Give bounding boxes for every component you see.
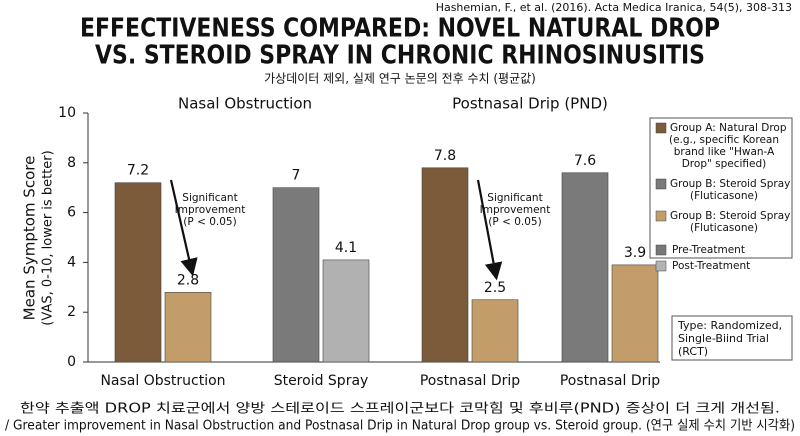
value-label: 7.2 xyxy=(127,163,149,179)
y-axis-label: (VAS, 0-10, lower is better) xyxy=(41,150,56,325)
y-tick-label: 4 xyxy=(67,254,76,270)
y-tick-label: 8 xyxy=(67,155,76,171)
study-type: Type: Randomized, xyxy=(677,319,782,332)
x-tick-label: Nasal Obstruction xyxy=(100,373,225,389)
annotation: Significant xyxy=(182,192,237,204)
legend-box xyxy=(649,117,793,259)
chart-title: VS. STEROID SPRAY IN CHRONIC RHINOSINUSI… xyxy=(95,41,705,71)
x-tick-label: Postnasal Drip xyxy=(560,373,660,389)
value-label: 2.8 xyxy=(177,272,199,288)
bar xyxy=(164,291,212,363)
x-tick-label: Postnasal Drip xyxy=(420,373,520,389)
legend-swatch xyxy=(655,178,667,190)
y-tick-label: 6 xyxy=(67,205,76,221)
x-tick-label: Steroid Spray xyxy=(274,373,369,389)
annotation: Improvement xyxy=(480,204,551,216)
y-axis-label: Mean Symptom Score xyxy=(21,156,39,321)
legend-swatch xyxy=(655,244,667,256)
y-tick-label: 10 xyxy=(58,105,76,121)
footer: 한약 추출액 DROP 치료군에서 양방 스테로이드 스프레이군보다 코막힘 및… xyxy=(20,402,780,417)
study-type: (RCT) xyxy=(678,345,708,358)
legend-label: Group B: Steroid Spray xyxy=(670,178,790,190)
annotation: Improvement xyxy=(175,204,246,216)
legend-label: Pre-Treatment xyxy=(672,244,745,256)
legend-label: brand like "Hwan-A xyxy=(674,146,775,158)
legend-label: Group B: Steroid Spray xyxy=(670,210,790,222)
annotation: (P < 0.05) xyxy=(183,216,236,228)
bar xyxy=(272,187,320,363)
value-label: 3.9 xyxy=(624,245,646,261)
footer: / Greater improvement in Nasal Obstructi… xyxy=(5,419,795,434)
citation: Hashemian, F., et al. (2016). Acta Medic… xyxy=(436,1,792,14)
annotation-arrow xyxy=(476,179,503,281)
annotation: Significant xyxy=(487,192,542,204)
legend-label: (Fluticasone) xyxy=(690,222,758,234)
legend-label: Drop" specified) xyxy=(682,158,767,170)
value-label: 2.5 xyxy=(484,280,506,296)
bar xyxy=(421,167,469,363)
legend-label: Post-Treatment xyxy=(672,260,750,272)
value-label: 4.1 xyxy=(335,240,357,256)
legend-swatch xyxy=(655,260,667,272)
legend-swatch xyxy=(655,210,667,222)
type-box xyxy=(671,315,793,361)
study-type: Single-Biind Trial xyxy=(678,332,769,345)
legend-swatch xyxy=(655,122,667,134)
bar xyxy=(561,172,609,363)
bar xyxy=(471,299,519,363)
legend-label: Group A: Natural Drop xyxy=(670,122,787,134)
annotation-arrow xyxy=(169,179,198,277)
bar xyxy=(322,259,370,363)
value-label: 7.8 xyxy=(434,148,456,164)
y-tick-label: 0 xyxy=(67,354,76,370)
value-label: 7 xyxy=(292,168,301,184)
y-tick-label: 2 xyxy=(67,304,76,320)
group-header: Nasal Obstruction xyxy=(178,95,312,113)
legend-label: (e.g., specific Korean xyxy=(669,134,779,146)
legend-label: (Fluticasone) xyxy=(690,190,758,202)
annotation: (P < 0.05) xyxy=(488,216,541,228)
value-label: 7.6 xyxy=(574,153,596,169)
chart-title: EFFECTIVENESS COMPARED: NOVEL NATURAL DR… xyxy=(80,14,720,44)
subtitle: 가상데이터 제외, 실제 연구 논문의 전후 수치 (평균값) xyxy=(264,72,536,86)
group-header: Postnasal Drip (PND) xyxy=(452,95,608,113)
bar xyxy=(114,182,162,363)
bar xyxy=(611,264,659,363)
